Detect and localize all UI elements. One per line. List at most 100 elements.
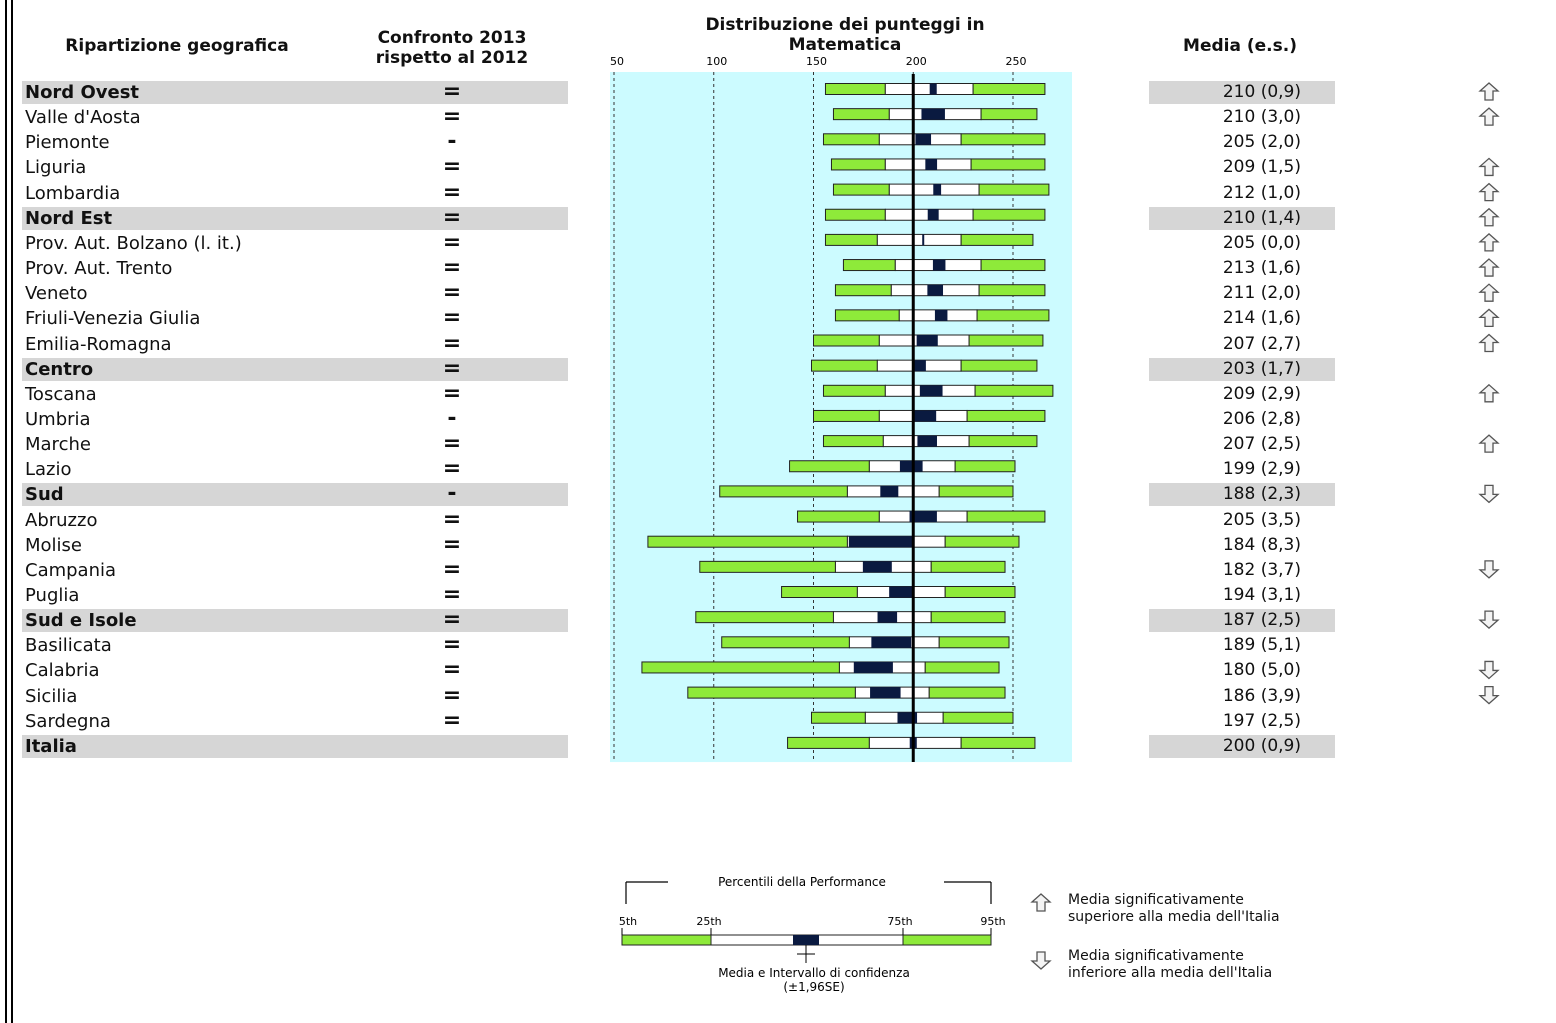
arrow-up-icon — [1478, 383, 1500, 403]
row-mean: 184 (8,3) — [1222, 534, 1301, 555]
row-label: Italia — [22, 734, 568, 758]
mean-ci — [870, 687, 901, 699]
row-label: Nord Est — [22, 206, 568, 230]
bar-p5-p25 — [842, 259, 896, 272]
bar-p75-p95 — [968, 435, 1038, 448]
row-mean: 205 (0,0) — [1222, 232, 1301, 253]
bar-p75-p95 — [928, 686, 1006, 699]
bar-p5-p25 — [824, 233, 878, 246]
row-mean: 203 (1,7) — [1149, 357, 1335, 381]
row-mean: 214 (1,6) — [1222, 308, 1301, 329]
bar-p75-p95 — [972, 83, 1046, 95]
arrow-down-icon — [1478, 685, 1500, 705]
row-compare: = — [442, 582, 462, 607]
mean-ci — [925, 158, 938, 170]
row-mean: 188 (2,3) — [1149, 483, 1335, 507]
header-compare-line2: rispetto al 2012 — [375, 48, 529, 68]
bar-p5-p25 — [721, 636, 850, 649]
bar-p75-p95 — [930, 560, 1006, 573]
row-compare: = — [442, 456, 462, 482]
arrow-up-icon — [1478, 157, 1500, 177]
bar-p75-p95 — [960, 133, 1046, 146]
row-label: Centro — [22, 357, 568, 381]
row-compare: = — [442, 556, 462, 582]
bar-p5-p25 — [822, 133, 880, 146]
row-label: Molise — [25, 534, 82, 556]
arrow-down-icon — [1478, 484, 1500, 504]
row-compare: = — [442, 204, 462, 230]
bar-p75-p95 — [924, 661, 1000, 674]
row-label: Sud — [22, 483, 568, 507]
mean-ci — [877, 611, 898, 623]
legend-ci-box — [793, 935, 819, 945]
left-border-line-2 — [11, 0, 13, 1023]
bar-p5-p25 — [797, 510, 880, 523]
bar-p75-p95 — [968, 334, 1044, 347]
mean-ci — [933, 184, 942, 196]
bar-p5-p25 — [813, 409, 880, 422]
row-compare: = — [442, 682, 462, 708]
tick-label-150: 150 — [806, 55, 827, 68]
row-compare: = — [442, 380, 462, 406]
bar-p75-p95 — [972, 208, 1046, 221]
mean-ci — [889, 586, 914, 598]
mean-ci — [909, 511, 937, 523]
mean-ci — [880, 485, 899, 497]
bar-p25-p75 — [876, 233, 962, 246]
arrow-down-icon — [1478, 610, 1500, 630]
row-label: Emilia-Romagna — [25, 333, 172, 355]
row-mean: 207 (2,5) — [1222, 434, 1301, 455]
legend-down-line1: Media significativamente — [1068, 948, 1244, 964]
row-label: Basilicata — [25, 635, 112, 657]
arrow-down-icon — [1478, 560, 1500, 579]
row-label: Sicilia — [25, 685, 78, 707]
legend-down-text: Media significativamente inferiore alla … — [1068, 948, 1272, 982]
header-mean: Media (e.s.) — [1183, 36, 1297, 56]
row-mean: 207 (2,7) — [1222, 333, 1301, 354]
legend-bar-0 — [621, 934, 712, 946]
row-label: Sardegna — [25, 710, 111, 732]
row-compare: = — [442, 179, 462, 205]
header-chart: Distribuzione dei punteggi in Matematica — [640, 15, 1050, 55]
bar-p75-p95 — [942, 711, 1014, 724]
tick-label-50: 50 — [610, 55, 624, 68]
mean-ci — [934, 309, 948, 321]
mean-ci — [853, 661, 893, 673]
bar-p5-p25 — [813, 334, 880, 347]
row-label: Umbria — [25, 408, 91, 430]
mean-ci — [927, 209, 939, 221]
arrow-up-icon — [1478, 182, 1500, 202]
bar-p75-p95 — [960, 736, 1036, 749]
row-label: Toscana — [25, 383, 97, 405]
bar-p5-p25 — [834, 309, 900, 322]
legend-title: Percentili della Performance — [718, 875, 886, 889]
bar-p5-p25 — [781, 586, 858, 598]
row-label: Abruzzo — [25, 509, 98, 531]
mean-ci — [914, 410, 937, 422]
bar-p75-p95 — [944, 586, 1016, 598]
arrow-down-icon — [1478, 660, 1500, 680]
bar-p5-p25 — [832, 183, 890, 196]
mean-ci — [932, 259, 946, 271]
row-compare: = — [442, 305, 462, 331]
mean-ci — [848, 536, 914, 548]
bar-p5-p25 — [832, 108, 890, 121]
bar-p5-p25 — [719, 485, 848, 498]
row-label: Nord Ovest — [22, 81, 568, 104]
legend-down-line2: inferiore alla media dell'Italia — [1068, 965, 1273, 981]
tick-label-250: 250 — [1006, 55, 1027, 68]
legend-percentile-label: 75th — [887, 915, 912, 928]
row-mean: 187 (2,5) — [1149, 609, 1335, 633]
row-compare: = — [442, 154, 462, 180]
legend-up-line2: superiore alla media dell'Italia — [1068, 909, 1280, 925]
bar-p75-p95 — [976, 309, 1050, 322]
row-label: Marche — [25, 434, 91, 456]
mean-ci — [899, 460, 923, 472]
bar-p75-p95 — [980, 108, 1038, 121]
row-label: Valle d'Aosta — [25, 107, 141, 129]
tick-label-100: 100 — [706, 55, 727, 68]
bar-p5-p25 — [834, 284, 892, 297]
row-mean: 209 (1,5) — [1222, 157, 1301, 178]
bar-p75-p95 — [960, 359, 1038, 372]
mean-ci — [927, 284, 944, 296]
